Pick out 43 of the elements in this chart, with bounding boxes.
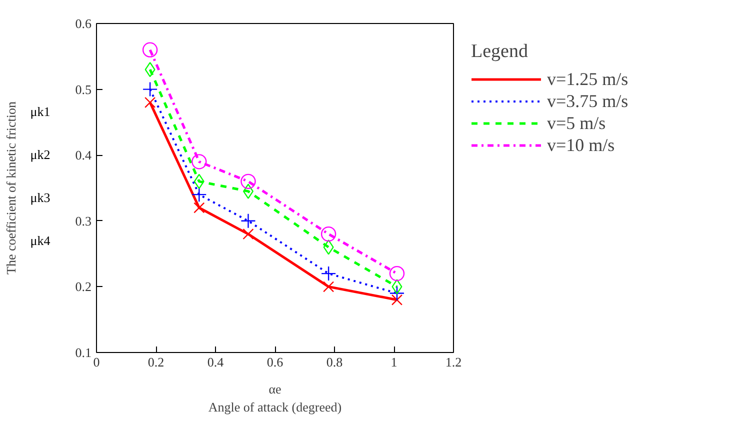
point [320, 266, 336, 282]
x-tick-label: 0.2 [148, 354, 164, 370]
point [323, 281, 334, 292]
legend-label: v=10 m/s [547, 134, 615, 156]
y-tick-label: 0.4 [75, 148, 92, 163]
point [144, 96, 156, 108]
point [142, 42, 158, 58]
x-tick-label: 0.6 [266, 354, 284, 370]
text: μk3 [30, 190, 50, 205]
point [323, 240, 334, 255]
x-tick-label: 1.2 [445, 354, 462, 370]
x-tick-label: 0.8 [326, 354, 343, 370]
point [240, 174, 256, 190]
legend-label: v=3.75 m/s [547, 90, 628, 112]
legend-label: v=1.25 m/s [547, 68, 628, 90]
point [192, 186, 207, 202]
text: μk4 [30, 233, 51, 248]
x-tick-label: 1 [390, 354, 398, 370]
text: μk1 [30, 104, 50, 119]
legend-label: v=5 m/s [547, 112, 606, 134]
point [389, 286, 405, 301]
point [392, 279, 402, 294]
point [320, 226, 336, 242]
text: αe [268, 382, 282, 396]
x-tick-label: 0.4 [207, 354, 224, 370]
point [242, 184, 254, 199]
point [240, 213, 256, 228]
y-tick-label: 0.1 [75, 345, 92, 360]
point [242, 228, 254, 240]
y-tick-label: 0.5 [75, 82, 92, 97]
point [391, 294, 403, 306]
x-tick-label: 0 [93, 354, 100, 370]
point [192, 154, 207, 170]
point [142, 82, 158, 97]
x-axis-title: Angle of attack (degreed) [208, 400, 342, 414]
legend-title: Legend [471, 41, 529, 63]
y-tick-label: 0.2 [75, 279, 92, 294]
text: μk2 [30, 147, 50, 162]
y-axis-title: The coefficient of kinetic friction [4, 100, 18, 275]
point [389, 266, 405, 282]
point [194, 202, 205, 214]
y-tick-label: 0.6 [75, 16, 92, 31]
y-tick-label: 0.3 [75, 213, 92, 228]
